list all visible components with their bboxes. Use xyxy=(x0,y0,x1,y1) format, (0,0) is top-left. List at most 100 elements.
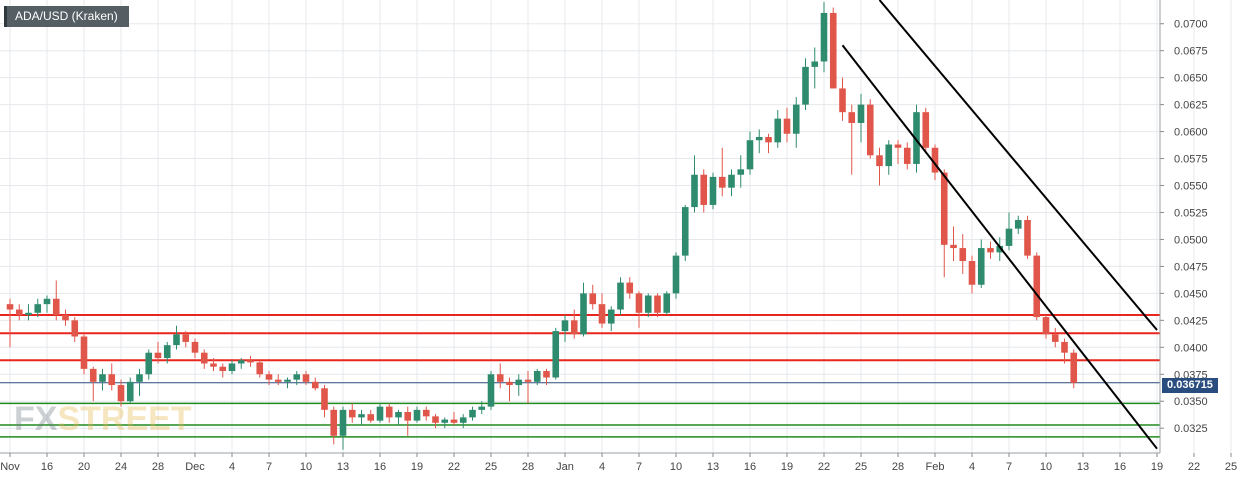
x-tick-label: Feb xyxy=(926,461,945,473)
candle xyxy=(163,341,171,364)
y-tick-label: 0.0700 xyxy=(1174,19,1208,31)
candle xyxy=(43,295,51,313)
candle xyxy=(700,169,708,213)
x-tick-label: 19 xyxy=(1151,461,1163,473)
candle-body xyxy=(478,406,486,410)
candle-body xyxy=(589,293,597,305)
candle xyxy=(561,314,569,342)
candle-body xyxy=(459,417,467,423)
candle-body xyxy=(755,136,763,141)
candle xyxy=(302,371,310,386)
candle-body xyxy=(1051,334,1059,342)
candle-body xyxy=(848,112,856,123)
candle-body xyxy=(1005,228,1013,246)
candle xyxy=(839,77,846,121)
candle-body xyxy=(802,66,809,105)
candle-body xyxy=(52,298,60,315)
y-tick-label: 0.0650 xyxy=(1174,73,1208,85)
candle xyxy=(80,334,88,375)
candle xyxy=(709,172,717,210)
candle-body xyxy=(913,112,920,164)
candle-body xyxy=(737,169,745,175)
candle xyxy=(644,293,652,318)
x-tick-label: Jan xyxy=(556,461,574,473)
candle-body xyxy=(552,331,560,378)
candle xyxy=(1051,327,1059,348)
candle-body xyxy=(894,144,902,148)
x-tick-label: 7 xyxy=(636,461,642,473)
candle-body xyxy=(598,304,606,324)
candle-body xyxy=(385,406,393,418)
candle-body xyxy=(469,409,476,418)
candle-body xyxy=(681,207,689,256)
candle xyxy=(681,204,689,262)
candle-body xyxy=(506,381,513,386)
x-tick-label: 28 xyxy=(152,461,164,473)
candle xyxy=(570,309,578,339)
candle xyxy=(746,131,754,175)
candle xyxy=(866,99,874,159)
candle xyxy=(1005,212,1013,251)
y-tick-label: 0.0675 xyxy=(1174,46,1208,58)
candle-body xyxy=(811,61,819,67)
candle-body xyxy=(617,282,624,310)
candle-body xyxy=(663,293,671,313)
candle xyxy=(136,368,143,396)
candle xyxy=(848,104,856,175)
channel-line xyxy=(878,0,1158,331)
candle-body xyxy=(959,248,967,262)
candle xyxy=(802,58,809,111)
candle-body xyxy=(348,409,356,418)
candle xyxy=(996,237,1004,262)
candle-body xyxy=(700,174,708,205)
candle-body xyxy=(515,379,523,386)
x-tick-label: 13 xyxy=(1077,461,1089,473)
y-tick-label: 0.0450 xyxy=(1174,288,1208,300)
candle-body xyxy=(968,261,976,285)
candle-body xyxy=(145,352,153,375)
candle-body xyxy=(136,374,143,382)
candles xyxy=(6,2,1078,450)
candle-body xyxy=(654,295,661,313)
x-tick-label: 16 xyxy=(41,461,53,473)
candle-body xyxy=(413,409,421,421)
candle-body xyxy=(126,381,134,402)
candle xyxy=(1024,215,1031,259)
candle xyxy=(413,406,421,423)
candle xyxy=(885,140,893,175)
candle xyxy=(635,291,643,328)
candle xyxy=(99,368,106,391)
candle xyxy=(145,349,153,380)
x-tick-label: 4 xyxy=(229,461,235,473)
candle xyxy=(469,406,476,421)
candle xyxy=(25,304,32,321)
candle-body xyxy=(80,336,88,369)
current-price-tag: 0.036715 xyxy=(1162,378,1218,393)
y-tick-label: 0.0350 xyxy=(1174,396,1208,408)
candle-body xyxy=(931,147,939,173)
candle xyxy=(237,358,245,369)
candle xyxy=(219,363,227,378)
candle-body xyxy=(533,371,541,382)
candle-body xyxy=(644,295,652,313)
x-tick-label: 10 xyxy=(670,461,682,473)
candle xyxy=(478,401,486,415)
candle-body xyxy=(996,245,1004,253)
candle xyxy=(718,147,726,197)
candle-body xyxy=(154,352,162,359)
candle xyxy=(330,406,338,445)
candle xyxy=(515,374,523,396)
candle-body xyxy=(580,293,587,335)
y-tick-label: 0.0400 xyxy=(1174,342,1208,354)
y-tick-label: 0.0525 xyxy=(1174,207,1208,219)
candle xyxy=(173,325,180,350)
candle xyxy=(441,417,449,429)
watermark-part2: STREET xyxy=(57,400,192,438)
candle-body xyxy=(746,140,754,170)
y-tick-label: 0.0575 xyxy=(1174,154,1208,166)
x-tick-label: 19 xyxy=(781,461,793,473)
candle xyxy=(1061,338,1068,364)
x-tick-label: Nov xyxy=(0,461,20,473)
candle xyxy=(256,360,264,378)
